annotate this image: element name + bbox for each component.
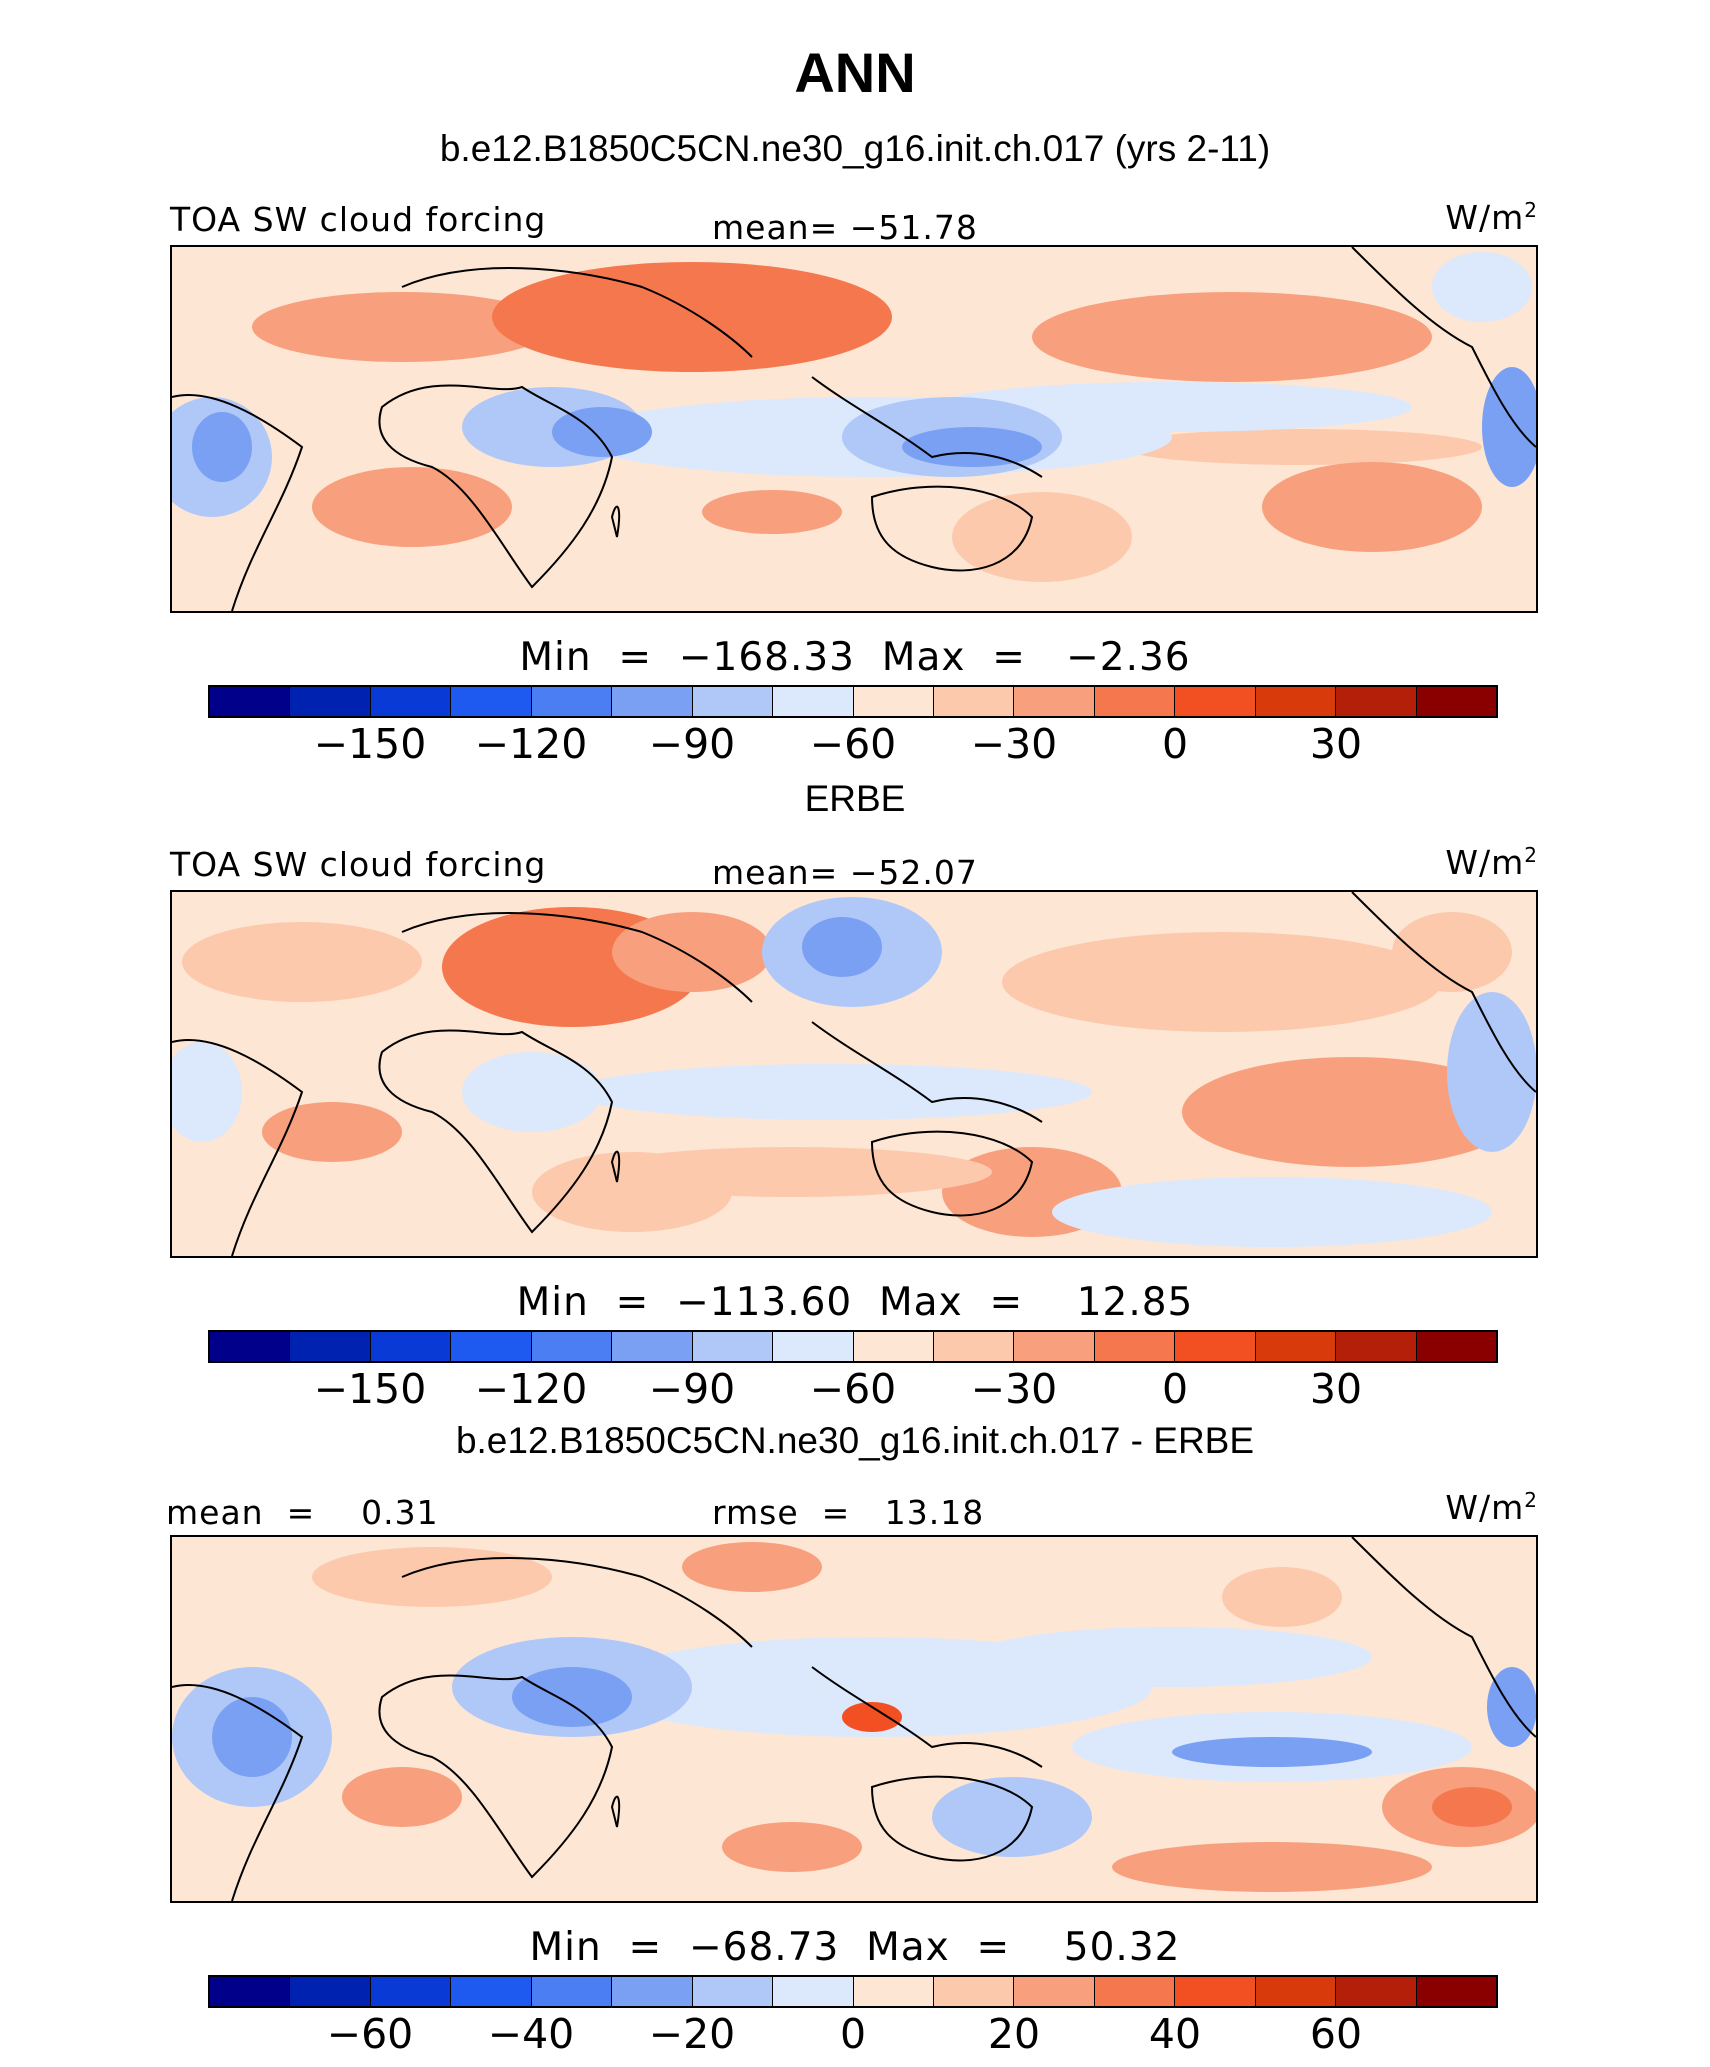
panel-model-mean: mean= −51.78: [712, 208, 978, 247]
panel-diff-minmax: Min = −68.73 Max = 50.32: [529, 1925, 1181, 1970]
panel-obs-mean: mean= −52.07: [712, 853, 978, 892]
colorbar-tick: −60: [809, 1365, 897, 1413]
colorbar-tick: 30: [1309, 720, 1363, 768]
figure-title: ANN: [794, 41, 916, 104]
colorbar-tick: −90: [648, 720, 736, 768]
colorbar-tick: 0: [1161, 720, 1189, 768]
colorbar-tick: −150: [313, 720, 427, 768]
colorbar-tick: −30: [970, 1365, 1058, 1413]
colorbar-tick: 0: [839, 2010, 867, 2058]
colorbar-tick: 0: [1161, 1365, 1189, 1413]
colorbar-tick: 40: [1148, 2010, 1202, 2058]
colorbar-tick: −60: [809, 720, 897, 768]
panel-diff-units: W/m2: [1445, 1488, 1538, 1527]
panel-diff-header: b.e12.B1850C5CN.ne30_g16.init.ch.017 - E…: [455, 1420, 1255, 1461]
panel-diff-rmse: rmse = 13.18: [712, 1493, 985, 1532]
panel-model-header: b.e12.B1850C5CN.ne30_g16.init.ch.017 (yr…: [439, 128, 1271, 169]
panel-model-field-label: TOA SW cloud forcing: [170, 200, 547, 239]
colorbar-tick: 30: [1309, 1365, 1363, 1413]
colorbar-tick: −20: [648, 2010, 736, 2058]
colorbar-tick: −60: [326, 2010, 414, 2058]
panel-diff-mean: mean = 0.31: [166, 1493, 439, 1532]
colorbar-tick: 20: [987, 2010, 1041, 2058]
colorbar-tick: 60: [1309, 2010, 1363, 2058]
colorbar-tick: −120: [474, 1365, 588, 1413]
panel-model-colorbar: [208, 685, 1498, 718]
panel-obs-colorbar: [208, 1330, 1498, 1363]
colorbar-tick: −120: [474, 720, 588, 768]
panel-obs-field-label: TOA SW cloud forcing: [170, 845, 547, 884]
panel-obs-map: [170, 890, 1538, 1258]
panel-obs-minmax: Min = −113.60 Max = 12.85: [516, 1280, 1194, 1325]
panel-obs-units: W/m2: [1445, 843, 1538, 882]
colorbar-tick: −30: [970, 720, 1058, 768]
panel-model-minmax: Min = −168.33 Max = −2.36: [519, 635, 1191, 680]
panel-diff-map: [170, 1535, 1538, 1903]
colorbar-tick: −90: [648, 1365, 736, 1413]
colorbar-tick: −40: [487, 2010, 575, 2058]
panel-obs-header: ERBE: [804, 778, 906, 819]
panel-diff-colorbar: [208, 1975, 1498, 2008]
panel-model-units: W/m2: [1445, 198, 1538, 237]
colorbar-tick: −150: [313, 1365, 427, 1413]
panel-model-map: [170, 245, 1538, 613]
